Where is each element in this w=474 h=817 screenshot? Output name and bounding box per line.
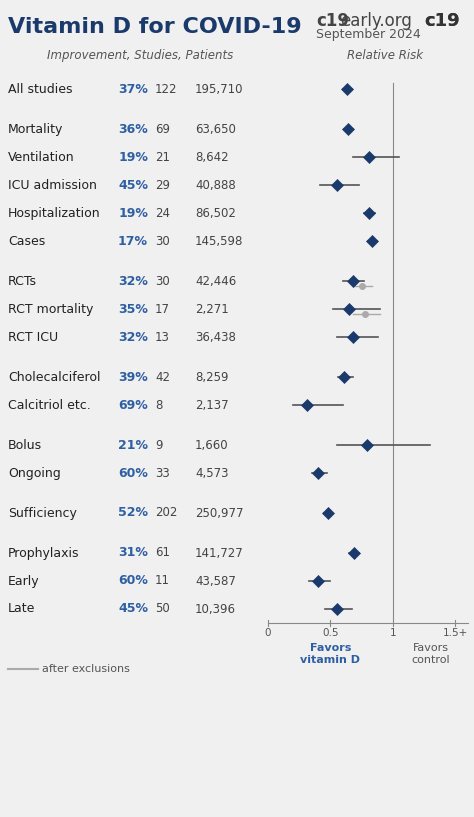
Text: 50: 50 [155,602,170,615]
Text: 17%: 17% [118,234,148,248]
Text: 29: 29 [155,178,170,191]
Text: 45%: 45% [118,178,148,191]
Text: 1: 1 [390,628,396,638]
Text: 8,259: 8,259 [195,370,228,383]
Text: Cholecalciferol: Cholecalciferol [8,370,100,383]
Text: 37%: 37% [118,83,148,96]
Text: 195,710: 195,710 [195,83,244,96]
Text: 19%: 19% [118,150,148,163]
Text: Ventilation: Ventilation [8,150,74,163]
Text: All studies: All studies [8,83,73,96]
Text: RCTs: RCTs [8,275,37,288]
Text: Prophylaxis: Prophylaxis [8,547,80,560]
Text: 0.5: 0.5 [322,628,339,638]
Text: 10,396: 10,396 [195,602,236,615]
Text: 36,438: 36,438 [195,331,236,343]
Text: control: control [411,655,450,665]
Text: 69: 69 [155,123,170,136]
Text: Bolus: Bolus [8,439,42,452]
Text: 32%: 32% [118,275,148,288]
Text: 42,446: 42,446 [195,275,236,288]
Text: 145,598: 145,598 [195,234,243,248]
Text: c19: c19 [424,12,460,30]
Text: RCT ICU: RCT ICU [8,331,58,343]
Text: 43,587: 43,587 [195,574,236,587]
Text: Late: Late [8,602,36,615]
Text: 21%: 21% [118,439,148,452]
Text: 60%: 60% [118,467,148,480]
Text: 36%: 36% [118,123,148,136]
Text: Calcitriol etc.: Calcitriol etc. [8,399,91,412]
Text: 122: 122 [155,83,177,96]
Text: 39%: 39% [118,370,148,383]
Text: 60%: 60% [118,574,148,587]
Text: 63,650: 63,650 [195,123,236,136]
Text: Cases: Cases [8,234,45,248]
Text: 4,573: 4,573 [195,467,228,480]
Text: Ongoing: Ongoing [8,467,61,480]
Text: Vitamin D for COVID-19: Vitamin D for COVID-19 [8,17,301,37]
Text: Improvement, Studies, Patients: Improvement, Studies, Patients [47,49,233,62]
Text: 61: 61 [155,547,170,560]
Text: Relative Risk: Relative Risk [347,49,423,62]
Text: 86,502: 86,502 [195,207,236,220]
Text: Favors: Favors [310,643,351,653]
Text: 141,727: 141,727 [195,547,244,560]
Text: after exclusions: after exclusions [42,664,130,674]
Text: 2,271: 2,271 [195,302,229,315]
Text: 8,642: 8,642 [195,150,228,163]
Text: 1.5+: 1.5+ [443,628,468,638]
Text: 42: 42 [155,370,170,383]
Text: Mortality: Mortality [8,123,64,136]
Text: vitamin D: vitamin D [301,655,361,665]
Text: 9: 9 [155,439,163,452]
Text: 202: 202 [155,507,177,520]
Text: 30: 30 [155,275,170,288]
Text: RCT mortality: RCT mortality [8,302,93,315]
Text: 8: 8 [155,399,163,412]
Text: Favors: Favors [412,643,448,653]
Text: September 2024: September 2024 [316,28,421,41]
Text: 33: 33 [155,467,170,480]
Text: 52%: 52% [118,507,148,520]
Text: 31%: 31% [118,547,148,560]
Text: 24: 24 [155,207,170,220]
Text: 40,888: 40,888 [195,178,236,191]
Text: c19: c19 [316,12,349,30]
Text: Early: Early [8,574,40,587]
Text: 19%: 19% [118,207,148,220]
Text: 1,660: 1,660 [195,439,228,452]
Text: Sufficiency: Sufficiency [8,507,77,520]
Text: 250,977: 250,977 [195,507,244,520]
Text: 32%: 32% [118,331,148,343]
Text: 69%: 69% [118,399,148,412]
Text: Hospitalization: Hospitalization [8,207,100,220]
Text: 35%: 35% [118,302,148,315]
Text: 30: 30 [155,234,170,248]
Text: 11: 11 [155,574,170,587]
Text: 2,137: 2,137 [195,399,228,412]
Text: early.org: early.org [340,12,412,30]
Text: 21: 21 [155,150,170,163]
Text: 0: 0 [265,628,271,638]
Text: 45%: 45% [118,602,148,615]
Text: 17: 17 [155,302,170,315]
Text: ICU admission: ICU admission [8,178,97,191]
Text: c19: c19 [424,12,460,30]
Text: 13: 13 [155,331,170,343]
